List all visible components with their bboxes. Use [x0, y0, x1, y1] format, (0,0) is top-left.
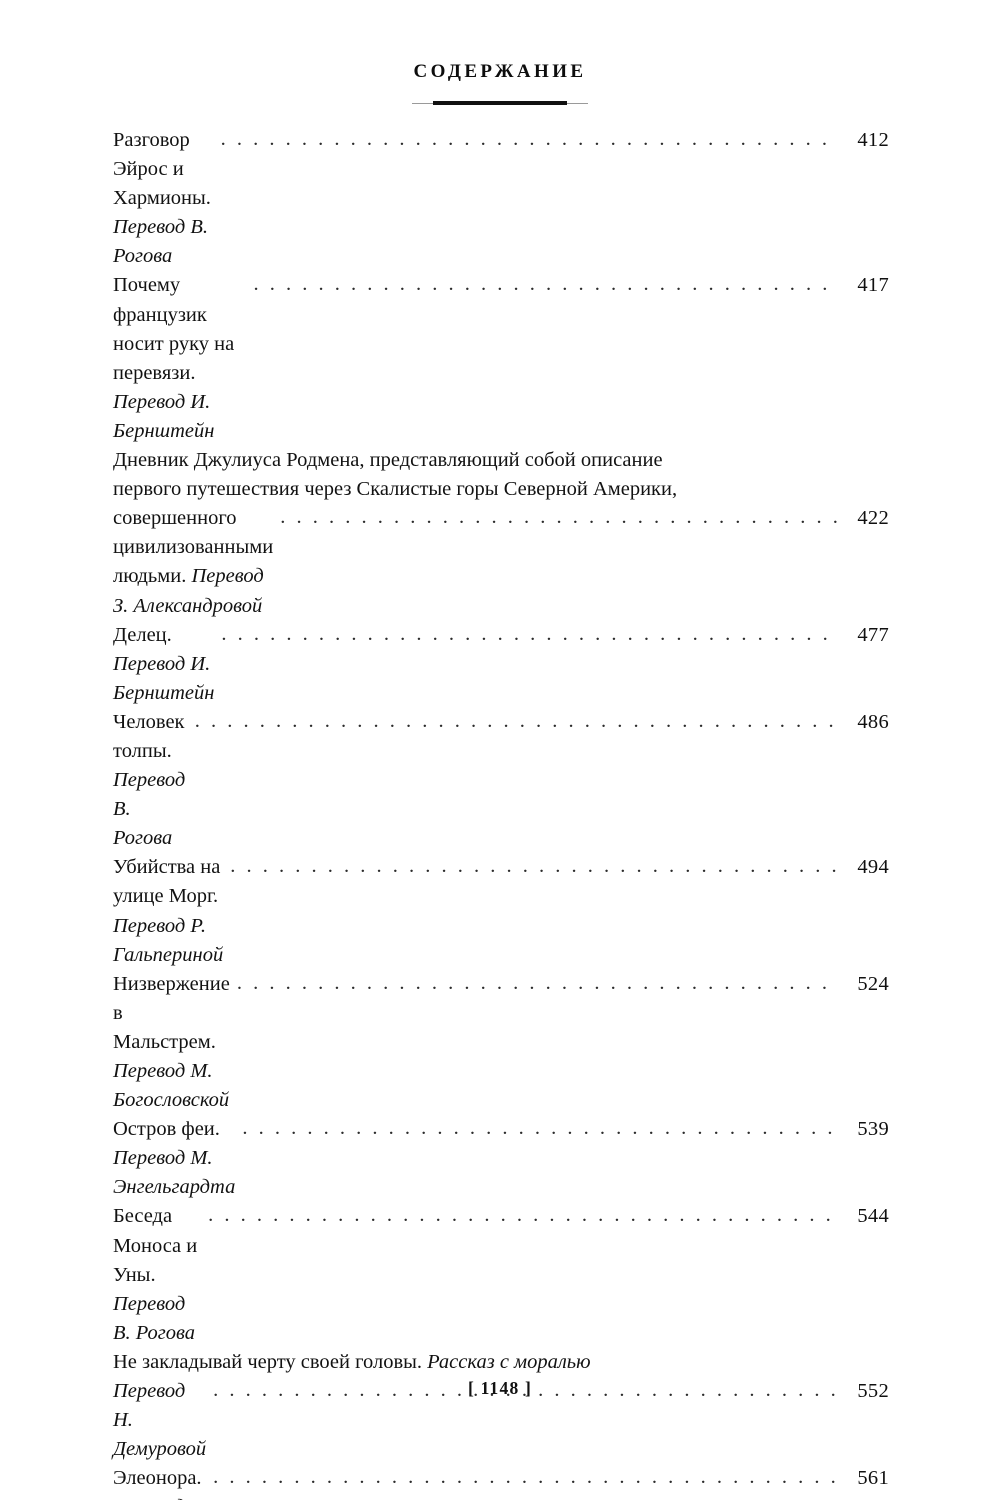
toc-entry[interactable]: Элеонора. Перевод Н. Демуровой . . . . . … [113, 1464, 889, 1500]
toc-entry-line: Остров феи. Перевод М. Энгельгардта . . .… [113, 1115, 889, 1202]
toc-entry-wrapped-line: первого путешествия через Скалистые горы… [113, 475, 889, 504]
entry-title: первого путешествия через Скалистые горы… [113, 478, 678, 501]
toc-entry-text: Беседа Моноса и Уны. Перевод В. Рогова [113, 1202, 201, 1347]
page-folio: [ 1148 ] [467, 1378, 533, 1398]
rule-thick-line [433, 101, 567, 105]
toc-entry-line: Убийства на улице Морг. Перевод Р. Гальп… [113, 853, 889, 969]
entry-title: Почему французик носит руку на перевязи. [113, 274, 240, 384]
toc-entry-text: Почему французик носит руку на перевязи.… [113, 271, 246, 446]
toc-entry[interactable]: Почему французик носит руку на перевязи.… [113, 271, 889, 446]
toc-entry-line: Низвержение в Мальстрем. Перевод М. Бого… [113, 970, 889, 1115]
toc-entry-text: Делец. Перевод И. Бернштейн [113, 621, 214, 708]
entry-translator: Рассказ с моралью [427, 1350, 591, 1373]
toc-entry-line: Элеонора. Перевод Н. Демуровой . . . . . … [113, 1464, 889, 1500]
dot-leader: . . . . . . . . . . . . . . . . . . . . … [253, 273, 837, 296]
toc-entry-line: Человек толпы. Перевод В. Рогова . . . . … [113, 708, 889, 853]
title-rule-ornament [412, 100, 588, 107]
dot-leader: . . . . . . . . . . . . . . . . . . . . … [280, 506, 837, 529]
toc-page-number: 552 [857, 1380, 889, 1403]
toc-entry[interactable]: Разговор Эйрос и Хармионы. Перевод В. Ро… [113, 126, 889, 271]
dot-leader: . . . . . . . . . . . . . . . . . . . . … [221, 622, 837, 645]
entry-translator: Перевод В. Рогова [113, 216, 214, 268]
toc-entry[interactable]: Дневник Джулиуса Родмена, представляющий… [113, 446, 889, 621]
toc-entry-text: Человек толпы. Перевод В. Рогова [113, 708, 188, 853]
entry-translator: Перевод В. Рогова [113, 1292, 196, 1344]
entry-translator: Перевод В. Рогова [113, 769, 191, 850]
entry-title: Делец. [113, 623, 177, 646]
toc-entry-text: Остров феи. Перевод М. Энгельгардта [113, 1115, 235, 1202]
toc-entry[interactable]: Остров феи. Перевод М. Энгельгардта . . .… [113, 1115, 889, 1202]
toc-entry-text: Разговор Эйрос и Хармионы. Перевод В. Ро… [113, 126, 214, 271]
entry-title: Человек толпы. [113, 710, 190, 762]
toc-list: Разговор Эйрос и Хармионы. Перевод В. Ро… [113, 126, 889, 1500]
entry-title: Беседа Моноса и Уны. [113, 1205, 203, 1286]
dot-leader: . . . . . . . . . . . . . . . . . . . . … [194, 709, 837, 732]
dot-leader: . . . . . . . . . . . . . . . . . . . . … [213, 1466, 837, 1489]
entry-translator: Перевод Р. Гальпериной [113, 914, 224, 966]
toc-entry-text: совершенного цивилизованными людьми. Пер… [113, 504, 273, 620]
toc-header: СОДЕРЖАНИЕ [0, 0, 1000, 107]
toc-page-number: 422 [857, 507, 889, 530]
toc-entry[interactable]: Не закладывай черту своей головы. Расска… [113, 1348, 889, 1464]
entry-translator: Перевод И. Бернштейн [113, 652, 216, 704]
dot-leader: . . . . . . . . . . . . . . . . . . . . … [236, 971, 837, 994]
entry-translator: Перевод М. Богословской [113, 1060, 230, 1112]
toc-entry-text: Убийства на улице Морг. Перевод Р. Гальп… [113, 853, 223, 969]
entry-translator: Перевод Н. Демуровой [113, 1496, 206, 1500]
toc-entry-line: совершенного цивилизованными людьми. Пер… [113, 504, 889, 620]
toc-page-number: 544 [857, 1205, 889, 1228]
toc-entry[interactable]: Беседа Моноса и Уны. Перевод В. Рогова . … [113, 1202, 889, 1347]
entry-translator: Перевод Н. Демуровой [113, 1380, 207, 1461]
entry-title: Дневник Джулиуса Родмена, представляющий… [113, 449, 663, 472]
entry-title: Убийства на улице Морг. [113, 856, 226, 908]
toc-page-number: 486 [857, 710, 889, 733]
toc-entry-line: Беседа Моноса и Уны. Перевод В. Рогова . … [113, 1202, 889, 1347]
entry-title: Элеонора. [113, 1467, 207, 1490]
toc-entry-line: Почему французик носит руку на перевязи.… [113, 271, 889, 446]
dot-leader: . . . . . . . . . . . . . . . . . . . . … [213, 1379, 837, 1402]
toc-page-number: 494 [857, 856, 889, 879]
toc-page-number: 477 [857, 623, 889, 646]
entry-title: Не закладывай черту своей головы. [113, 1350, 428, 1373]
toc-entry[interactable]: Убийства на улице Морг. Перевод Р. Гальп… [113, 853, 889, 969]
toc-entry-line: Разговор Эйрос и Хармионы. Перевод В. Ро… [113, 126, 889, 271]
toc-entry-line: Перевод Н. Демуровой . . . . . . . . . . … [113, 1377, 889, 1464]
toc-entry-wrapped-line: Не закладывай черту своей головы. Расска… [113, 1348, 889, 1377]
toc-entry[interactable]: Человек толпы. Перевод В. Рогова . . . . … [113, 708, 889, 853]
entry-translator: Перевод З. Александровой [113, 565, 269, 617]
toc-entry[interactable]: Низвержение в Мальстрем. Перевод М. Бого… [113, 970, 889, 1115]
entry-title: Низвержение в Мальстрем. [113, 972, 235, 1053]
dot-leader: . . . . . . . . . . . . . . . . . . . . … [242, 1117, 837, 1140]
toc-entry-text: Элеонора. Перевод Н. Демуровой [113, 1464, 206, 1500]
toc-page-number: 417 [857, 274, 889, 297]
toc-entry-text: Перевод Н. Демуровой [113, 1377, 206, 1464]
entry-translator: Перевод М. Энгельгардта [113, 1147, 236, 1199]
toc-entry-wrapped-line: Дневник Джулиуса Родмена, представляющий… [113, 446, 889, 475]
toc-page-number: 561 [857, 1467, 889, 1490]
dot-leader: . . . . . . . . . . . . . . . . . . . . … [220, 128, 837, 150]
dot-leader: . . . . . . . . . . . . . . . . . . . . … [230, 855, 837, 878]
entry-title: Разговор Эйрос и Хармионы. [113, 129, 217, 210]
page-title: СОДЕРЖАНИЕ [413, 61, 587, 82]
entry-translator: Перевод И. Бернштейн [113, 390, 216, 442]
toc-page-number: 412 [857, 129, 889, 151]
toc-entry-line: Делец. Перевод И. Бернштейн. . . . . . .… [113, 621, 889, 708]
toc-page-number: 524 [857, 972, 889, 995]
entry-title: Остров феи. [113, 1118, 226, 1141]
dot-leader: . . . . . . . . . . . . . . . . . . . . … [208, 1204, 837, 1227]
toc-entry[interactable]: Делец. Перевод И. Бернштейн. . . . . . .… [113, 621, 889, 708]
entry-title: совершенного цивилизованными людьми. [113, 507, 279, 588]
toc-entry-text: Низвержение в Мальстрем. Перевод М. Бого… [113, 970, 230, 1115]
toc-page-number: 539 [857, 1118, 889, 1141]
